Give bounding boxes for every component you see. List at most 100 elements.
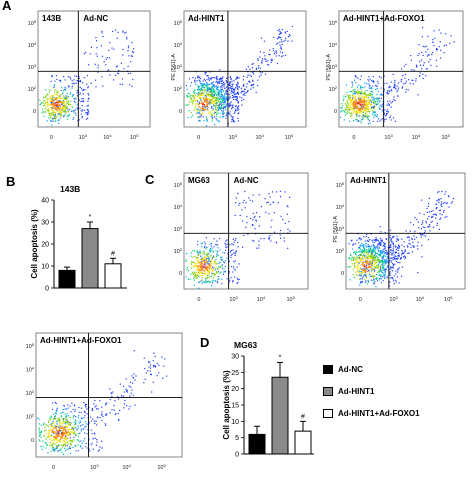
y-tick-label: 0 xyxy=(31,438,34,444)
scatter-points xyxy=(37,350,168,455)
x-tick-label: 103 xyxy=(229,133,238,141)
plot-frame xyxy=(183,172,309,290)
flow-plot-143b-ad-hint1: 105 104 103 102 0 0 103 104 105 PE [561]-A Ad-HINT… xyxy=(170,10,308,142)
y-tick-label: 102 xyxy=(336,247,345,255)
flow-plot-mg63-ad-hint1: 105 104 103 102 0 0 103 104 105 PE [561]-A Ad-HINT… xyxy=(332,172,467,304)
bar xyxy=(104,263,122,289)
legend: Ad-NC Ad-HINT1 Ad-HINT1+Ad-FOXO1 xyxy=(323,365,420,418)
y-axis-label: Cell apoptosis (%) xyxy=(30,209,39,279)
flow-plot-condition: Ad-NC xyxy=(83,14,108,23)
x-tick-label: 103 xyxy=(79,133,88,141)
x-tick-label: 104 xyxy=(122,463,131,471)
y-tick-label: 104 xyxy=(174,203,183,211)
legend-label: Ad-HINT1 xyxy=(338,387,375,396)
flow-plot-title: MG63 xyxy=(188,176,210,185)
y-tick-label: 104 xyxy=(329,41,338,49)
x-tick-label: 105 xyxy=(286,295,295,303)
y-tick-label: 105 xyxy=(329,19,338,27)
y-tick-label: 102 xyxy=(26,413,35,421)
x-tick-label: 103 xyxy=(229,295,238,303)
x-tick-label: 104 xyxy=(257,295,266,303)
y-tick-label: 104 xyxy=(28,41,37,49)
x-tick-label: 103 xyxy=(384,133,393,141)
y-tick-label: 103 xyxy=(174,225,183,233)
y-axis-label: PE [561]-A xyxy=(326,54,332,81)
scatter-points xyxy=(340,26,455,125)
significance-mark: * xyxy=(89,214,92,221)
y-tick-label: 5 xyxy=(235,435,239,442)
bar-chart-title: 143B xyxy=(60,184,80,194)
legend-swatch-white xyxy=(323,409,333,418)
flow-plot-svg: 105 104 103 102 0 0 103 104 105 PE [561]-A Ad-HINT… xyxy=(326,10,464,141)
y-tick-label: 103 xyxy=(26,389,35,397)
flow-plot-condition: Ad-NC xyxy=(234,176,259,185)
flow-plot-143b-ad-nc: 105 104 103 102 0 0 103 104 105 143B Ad-NC xyxy=(24,10,152,142)
legend-swatch-gray xyxy=(323,387,333,396)
y-tick-label: 105 xyxy=(174,19,183,27)
x-tick-label: 105 xyxy=(444,295,453,303)
x-tick-label: 0 xyxy=(359,297,362,303)
y-tick-label: 15 xyxy=(231,403,239,410)
bar-chart-mg63: MG63 0 5 10 15 20 25 30 Cell apoptosis (%) * # xyxy=(222,340,317,466)
flow-plot-title: Ad-HINT1 xyxy=(188,14,225,23)
bar xyxy=(81,228,99,289)
significance-mark: # xyxy=(301,413,305,420)
x-tick-label: 103 xyxy=(90,463,99,471)
panel-label-a: A xyxy=(2,0,12,13)
y-tick-label: 0 xyxy=(179,109,182,115)
flow-plot-143b-ad-hint1-foxo1: 105 104 103 102 0 0 103 104 105 PE [561]-A Ad-HINT… xyxy=(325,10,465,142)
y-tick-label: 10 xyxy=(231,419,239,426)
legend-item-ad-nc: Ad-NC xyxy=(323,365,420,374)
y-tick-label: 30 xyxy=(41,220,49,227)
y-tick-label: 30 xyxy=(231,354,239,361)
x-tick-label: 105 xyxy=(157,463,166,471)
flow-plot-mg63-ad-nc: 105 104 103 102 0 0 103 104 105 MG63 Ad-NC xyxy=(170,172,310,304)
y-axis-label: Cell apoptosis (%) xyxy=(222,370,231,440)
y-tick-label: 105 xyxy=(28,19,37,27)
y-tick-label: 20 xyxy=(41,242,49,249)
scatter-points xyxy=(185,190,291,289)
x-tick-label: 0 xyxy=(197,297,200,303)
y-axis-label: PE [561]-A xyxy=(171,54,177,81)
y-tick-label: 0 xyxy=(334,109,337,115)
y-tick-label: 104 xyxy=(26,365,35,373)
plot-frame xyxy=(35,332,183,458)
y-axis-label: PE [561]-A xyxy=(333,216,339,243)
legend-label: Ad-NC xyxy=(338,365,363,374)
x-tick-label: 0 xyxy=(52,465,55,471)
plot-frame xyxy=(183,10,307,128)
flow-plot-title: Ad-HINT1 xyxy=(350,176,387,185)
bar-chart-mg63-svg: MG63 0 5 10 15 20 25 30 Cell apoptosis (%) * # xyxy=(222,340,317,459)
y-tick-label: 103 xyxy=(329,63,338,71)
legend-item-ad-hint1-foxo1: Ad-HINT1+Ad-FOXO1 xyxy=(323,409,420,418)
y-tick-label: 25 xyxy=(231,370,239,377)
bar-chart-143b: 143B 0 10 20 30 40 Cell apoptosis (%) * # xyxy=(28,178,148,298)
y-tick-label: 0 xyxy=(235,452,239,459)
significance-mark: * xyxy=(279,355,282,362)
y-tick-label: 0 xyxy=(341,271,344,277)
bar-chart-title: MG63 xyxy=(234,342,257,350)
bar xyxy=(248,433,266,455)
x-tick-label: 105 xyxy=(130,133,139,141)
flow-plot-svg: 105 104 103 102 0 0 103 104 105 143B Ad-NC xyxy=(28,10,151,141)
x-tick-label: 0 xyxy=(50,135,53,141)
plot-frame xyxy=(37,10,151,128)
y-tick-label: 40 xyxy=(41,198,49,205)
y-tick-label: 102 xyxy=(329,85,338,93)
y-tick-label: 0 xyxy=(45,286,49,293)
legend-label: Ad-HINT1+Ad-FOXO1 xyxy=(338,409,420,418)
x-tick-label: 104 xyxy=(412,133,421,141)
bar xyxy=(294,430,312,455)
significance-mark: # xyxy=(111,250,115,257)
panel-label-b: B xyxy=(6,174,16,189)
legend-item-ad-hint1: Ad-HINT1 xyxy=(323,387,420,396)
bar xyxy=(58,269,76,289)
x-tick-label: 105 xyxy=(285,133,294,141)
y-tick-label: 104 xyxy=(336,203,345,211)
y-tick-label: 20 xyxy=(231,386,239,393)
y-tick-label: 105 xyxy=(174,181,183,189)
flow-plot-title: 143B xyxy=(42,14,61,23)
x-tick-label: 104 xyxy=(103,133,112,141)
flow-plot-title: Ad-HINT1+Ad-FOXO1 xyxy=(40,336,122,345)
